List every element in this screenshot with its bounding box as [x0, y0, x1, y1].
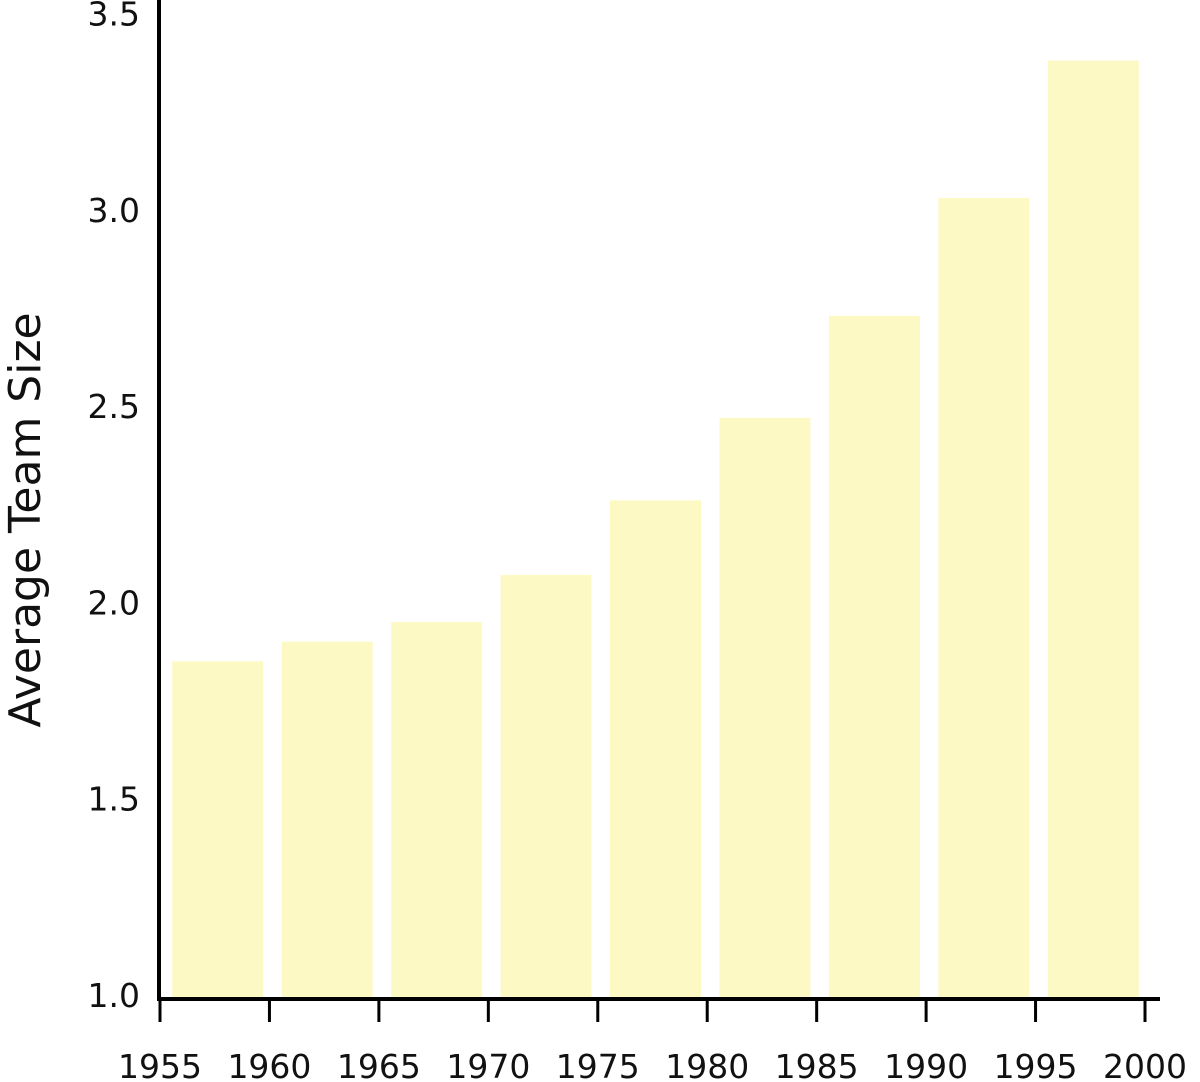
x-tick-label: 1990	[884, 1047, 968, 1082]
x-tick-label: 1995	[994, 1047, 1078, 1082]
x-tick-label: 1985	[775, 1047, 859, 1082]
x-tick-label: 1980	[665, 1047, 749, 1082]
y-tick-labels: 1.0 1.5 2.0 2.5 3.0 3.5	[88, 0, 140, 1015]
x-tick-label: 1955	[118, 1047, 202, 1082]
y-tick-label: 1.0	[88, 976, 140, 1015]
x-tick-label: 1960	[227, 1047, 311, 1082]
x-tick-label: 1975	[556, 1047, 640, 1082]
bar-1980-1985	[719, 417, 811, 997]
y-tick-label: 1.5	[88, 780, 140, 819]
bar-1975-1980	[609, 500, 702, 997]
bar-1970-1975	[500, 574, 592, 997]
y-axis-title: Average Team Size	[0, 312, 51, 727]
y-tick-label: 3.0	[88, 191, 140, 230]
x-tick-label: 1965	[337, 1047, 421, 1082]
bar-1995-2000	[1047, 60, 1139, 997]
bar-1965-1970	[391, 622, 483, 997]
x-ticks: 1955 1960 1965 1970 1975 1980 1985 1990 1995 2000	[118, 999, 1187, 1082]
bars	[172, 60, 1139, 998]
bar-1960-1965	[281, 641, 373, 997]
x-tick-label: 1970	[446, 1047, 530, 1082]
bar-1990-1995	[938, 198, 1030, 998]
y-tick-label: 2.5	[88, 387, 140, 426]
y-tick-label: 2.0	[88, 583, 140, 622]
y-tick-label: 3.5	[88, 0, 140, 34]
bar-1955-1960	[172, 661, 264, 997]
bar-1985-1990	[828, 315, 920, 997]
x-tick-label: 2000	[1103, 1047, 1187, 1082]
